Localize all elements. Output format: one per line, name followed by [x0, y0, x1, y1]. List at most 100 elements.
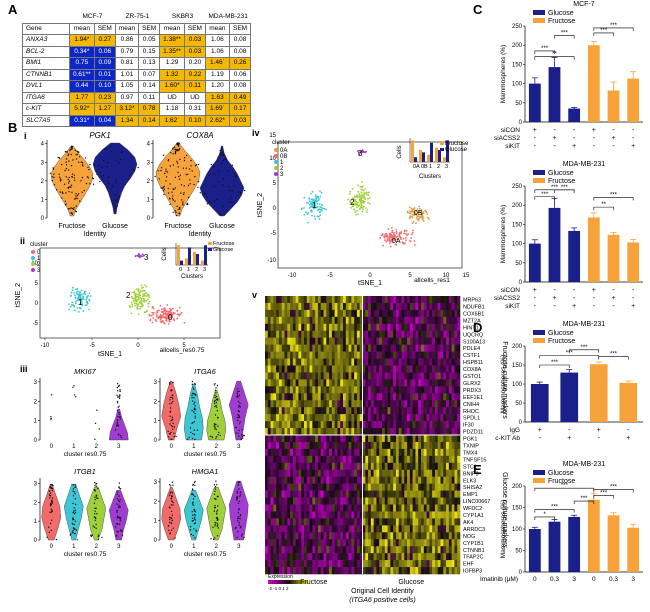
heatmap-cell — [298, 490, 302, 498]
heatmap-cell — [401, 365, 405, 373]
heatmap-cell — [382, 567, 386, 575]
heatmap-cell — [395, 448, 400, 457]
heatmap-cell — [326, 448, 330, 457]
heatmap-cell — [267, 330, 271, 338]
sig-label: *** — [610, 193, 618, 199]
violin-dot — [178, 178, 181, 180]
heatmap-cell — [395, 309, 400, 318]
violin-dot — [74, 503, 77, 506]
violin-dot — [191, 409, 193, 412]
heatmap-cell — [320, 337, 324, 345]
heatmap-cell — [448, 441, 452, 450]
heatmap-cell — [429, 344, 433, 352]
heatmap-cell — [454, 553, 458, 561]
heatmap-cell — [320, 560, 324, 568]
heatmap-cell — [265, 490, 269, 498]
violin-dot — [48, 490, 51, 492]
tsne-point — [145, 285, 148, 288]
heatmap-cell — [379, 497, 383, 505]
heatmap-cell — [448, 469, 452, 477]
heatmap-cell — [301, 296, 305, 304]
heatmap-cell — [415, 483, 419, 491]
heatmap-cell — [409, 518, 413, 526]
violin-dot — [114, 210, 117, 212]
heatmap-cell — [407, 400, 411, 408]
heatmap-cell — [407, 296, 411, 304]
heatmap-cell — [368, 525, 372, 533]
heatmap-cell — [368, 539, 372, 547]
heatmap-cell — [384, 483, 388, 491]
heatmap-cell — [440, 323, 444, 332]
heatmap-cell — [390, 511, 394, 519]
violin-dot — [118, 161, 120, 164]
violin-dot — [63, 183, 66, 185]
violin-dot — [115, 200, 117, 202]
heatmap-cell — [309, 546, 313, 554]
heatmap-cell — [448, 560, 452, 568]
heatmap-cell — [270, 351, 274, 359]
heatmap-cell — [457, 490, 461, 498]
violin-dot — [189, 183, 191, 185]
heatmap-cell — [365, 302, 369, 311]
violin-dot — [70, 533, 72, 535]
colorbar-cell — [300, 580, 303, 584]
heatmap-cell — [418, 532, 422, 540]
violin-dot — [74, 528, 76, 530]
heatmap-cell — [404, 330, 408, 338]
heatmap-cell — [320, 330, 324, 338]
heatmap-cell — [412, 323, 416, 332]
gene-label: NOG — [463, 534, 475, 540]
heatmap-cell — [331, 421, 335, 429]
violin-dot — [75, 154, 77, 156]
tsne-point — [83, 292, 85, 295]
heatmap-cell — [301, 441, 305, 450]
heatmap-cell — [329, 511, 333, 519]
heatmap-cell — [348, 560, 352, 568]
heatmap-cell — [379, 351, 383, 359]
heatmap-cell — [276, 379, 280, 387]
heatmap-cell — [370, 532, 374, 540]
violin-dot — [165, 170, 167, 172]
violin-dot — [192, 498, 195, 500]
heatmap-cell — [362, 525, 366, 533]
heatmap-cell — [315, 483, 319, 491]
mini-bar-fructose — [411, 140, 414, 162]
sub-label-iii: iii — [20, 364, 28, 374]
heatmap-cell — [290, 448, 294, 457]
violin-dot — [169, 403, 171, 405]
x-tick-label: 5 — [408, 273, 412, 279]
heatmap-cell — [306, 455, 310, 464]
heatmap-cell — [304, 504, 308, 512]
heatmap-cell — [370, 386, 374, 394]
heatmap-cell — [429, 379, 433, 387]
heatmap-cell — [284, 386, 288, 394]
violin-dot — [172, 504, 174, 506]
heatmap-cell — [337, 330, 341, 338]
sig-bracket — [598, 356, 629, 360]
heatmap-cell — [290, 302, 294, 311]
colorbar-cell — [296, 580, 299, 584]
heatmap-cell — [287, 309, 291, 318]
violin-dot — [236, 490, 239, 493]
heatmap-cell — [440, 351, 444, 359]
heatmap-cell — [301, 490, 305, 498]
tsne-point — [137, 288, 140, 290]
mini-tick-label: 0 — [179, 267, 182, 273]
heatmap-cell — [390, 539, 394, 547]
tsne-point — [364, 197, 367, 200]
violin-dot — [99, 180, 101, 183]
violin-dot — [178, 145, 180, 147]
heatmap-cell — [426, 365, 430, 373]
heatmap-cell — [306, 330, 310, 338]
heatmap-cell — [429, 421, 433, 429]
heatmap-cell — [457, 435, 461, 443]
gene-label: IF30 — [463, 423, 474, 429]
heatmap-cell — [409, 407, 413, 415]
heatmap-cell — [423, 414, 427, 422]
gene-label: ARRDC3 — [463, 527, 485, 533]
heatmap-cell — [281, 462, 285, 471]
group-header: MCF-7 — [69, 12, 116, 24]
heatmap-cell — [284, 469, 288, 477]
heatmap-cell — [376, 497, 380, 505]
tsne-point — [157, 317, 160, 320]
